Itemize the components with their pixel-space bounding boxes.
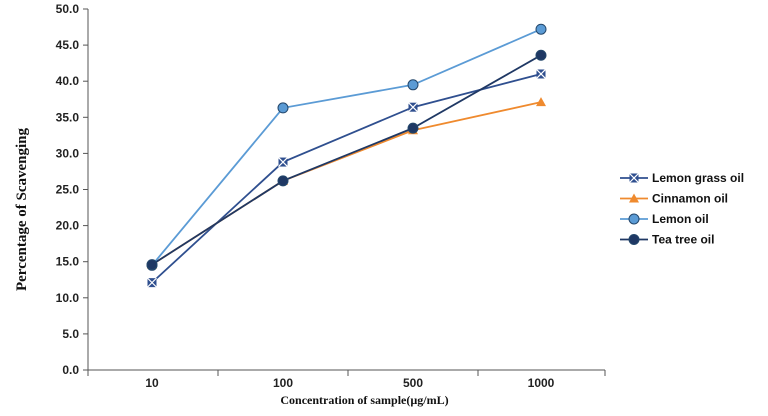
legend-item: Tea tree oil bbox=[620, 233, 714, 247]
series-line bbox=[151, 101, 542, 266]
data-point bbox=[535, 23, 547, 35]
data-point bbox=[408, 102, 418, 113]
series-lemon-grass-oil bbox=[147, 69, 546, 288]
y-axis-title: Percentage of Scavenging bbox=[14, 127, 30, 291]
data-point bbox=[147, 277, 157, 288]
series-line bbox=[151, 73, 542, 284]
series-line bbox=[151, 28, 542, 266]
legend-marker bbox=[629, 173, 639, 183]
data-point bbox=[146, 259, 158, 271]
x-axis-title: Concentration of sample(µg/mL) bbox=[280, 393, 448, 407]
legend-marker bbox=[628, 234, 640, 245]
legend-label: Lemon grass oil bbox=[652, 171, 744, 185]
legend-marker bbox=[629, 193, 639, 203]
legend-label: Cinnamon oil bbox=[652, 192, 728, 206]
legend-label: Tea tree oil bbox=[652, 233, 714, 247]
x-tick-label: 1000 bbox=[528, 376, 555, 390]
y-tick-label: 30.0 bbox=[56, 146, 80, 160]
legend: Lemon grass oil Cinnamon oil Lemon oil Tea … bbox=[620, 171, 744, 247]
data-point bbox=[277, 102, 289, 114]
data-point bbox=[536, 97, 546, 107]
y-tick-label: 35.0 bbox=[56, 110, 80, 124]
y-tick-label: 40.0 bbox=[56, 74, 80, 88]
data-point bbox=[407, 79, 419, 91]
x-tick-label: 500 bbox=[403, 376, 423, 390]
series-tea-tree-oil bbox=[146, 49, 547, 271]
y-ticks: 0.0 5.0 10.0 15.0 20.0 25.0 30.0 35.0 40.0 45.0 50… bbox=[56, 2, 88, 377]
x-tick-label: 100 bbox=[273, 376, 293, 390]
y-tick-label: 25.0 bbox=[56, 183, 80, 197]
y-tick-label: 15.0 bbox=[56, 255, 80, 269]
legend-item: Lemon grass oil bbox=[620, 171, 744, 185]
legend-item: Cinnamon oil bbox=[620, 192, 728, 206]
data-point bbox=[536, 69, 546, 79]
series-line bbox=[151, 54, 542, 266]
x-tick-label: 10 bbox=[145, 376, 159, 390]
series-cinnamon-oil bbox=[147, 97, 546, 269]
series-layer bbox=[146, 23, 547, 288]
legend-label: Lemon oil bbox=[652, 212, 709, 226]
y-tick-label: 0.0 bbox=[62, 363, 79, 377]
y-tick-label: 45.0 bbox=[56, 38, 80, 52]
y-tick-label: 5.0 bbox=[62, 327, 79, 341]
y-tick-label: 20.0 bbox=[56, 219, 80, 233]
legend-marker bbox=[628, 213, 640, 225]
data-point bbox=[407, 122, 419, 134]
data-point bbox=[278, 157, 288, 167]
y-tick-label: 10.0 bbox=[56, 291, 80, 305]
y-tick-label: 50.0 bbox=[56, 2, 80, 16]
data-point bbox=[277, 175, 289, 187]
legend-item: Lemon oil bbox=[620, 212, 709, 226]
x-ticks: 10 100 500 1000 bbox=[87, 370, 606, 390]
series-lemon-oil bbox=[146, 23, 547, 271]
data-point bbox=[535, 49, 547, 61]
